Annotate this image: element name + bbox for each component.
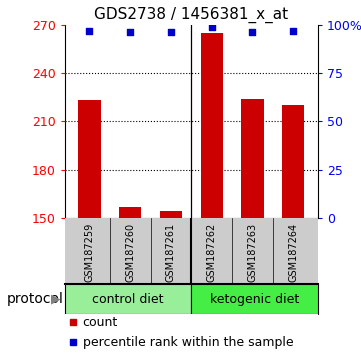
- Text: GSM187261: GSM187261: [166, 223, 176, 282]
- Bar: [191, 284, 318, 314]
- Bar: [65, 284, 191, 314]
- Text: ▶: ▶: [51, 293, 61, 306]
- Point: [249, 30, 255, 35]
- Point: [127, 30, 133, 35]
- Point: [168, 30, 174, 35]
- Point: [87, 28, 92, 33]
- Text: GSM187260: GSM187260: [125, 223, 135, 282]
- Bar: [200, 33, 223, 218]
- Bar: [241, 99, 264, 218]
- Text: GSM187263: GSM187263: [248, 223, 257, 282]
- Text: percentile rank within the sample: percentile rank within the sample: [83, 336, 293, 349]
- Text: count: count: [83, 316, 118, 329]
- Point: [209, 24, 214, 29]
- Bar: [119, 206, 142, 218]
- Text: GSM187262: GSM187262: [207, 223, 217, 282]
- Text: ketogenic diet: ketogenic diet: [210, 293, 299, 306]
- Bar: [282, 105, 304, 218]
- Text: GSM187264: GSM187264: [288, 223, 298, 282]
- Point: [290, 28, 296, 33]
- Bar: [78, 101, 101, 218]
- Bar: [160, 211, 182, 218]
- Text: GSM187259: GSM187259: [84, 223, 95, 282]
- Text: protocol: protocol: [7, 292, 64, 306]
- Text: control diet: control diet: [92, 293, 164, 306]
- Title: GDS2738 / 1456381_x_at: GDS2738 / 1456381_x_at: [94, 7, 288, 23]
